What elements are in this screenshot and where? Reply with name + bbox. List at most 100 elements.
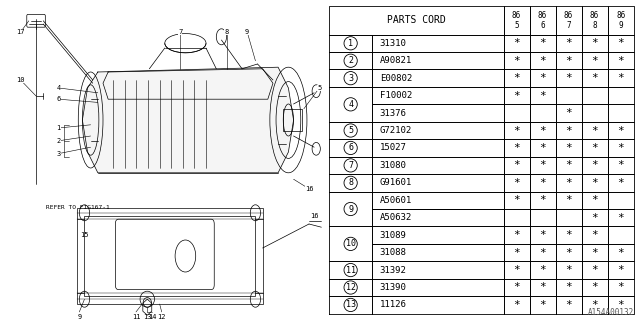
Text: 13: 13 [143, 314, 152, 320]
Text: *: * [591, 125, 598, 135]
Text: *: * [591, 213, 598, 223]
Text: A50601: A50601 [380, 196, 412, 205]
Text: *: * [591, 143, 598, 153]
Text: *: * [617, 265, 624, 275]
Text: PARTS CORD: PARTS CORD [387, 15, 446, 26]
Text: 13: 13 [346, 300, 356, 309]
Text: 12: 12 [346, 283, 356, 292]
Text: *: * [513, 283, 520, 292]
Text: *: * [617, 283, 624, 292]
Text: 86
6: 86 6 [538, 11, 547, 30]
Text: *: * [617, 143, 624, 153]
Text: *: * [617, 125, 624, 135]
Text: *: * [513, 230, 520, 240]
Text: *: * [513, 91, 520, 100]
Text: *: * [591, 178, 598, 188]
Text: 9: 9 [245, 29, 250, 35]
Text: *: * [539, 73, 546, 83]
Text: *: * [513, 300, 520, 310]
Text: *: * [617, 38, 624, 48]
Text: 31376: 31376 [380, 108, 406, 117]
Text: 3: 3 [348, 74, 353, 83]
Text: 31088: 31088 [380, 248, 406, 257]
Text: *: * [591, 56, 598, 66]
Text: *: * [565, 283, 572, 292]
Text: 31310: 31310 [380, 39, 406, 48]
Text: 15027: 15027 [380, 143, 406, 152]
Text: *: * [513, 265, 520, 275]
Text: 11: 11 [346, 266, 356, 275]
Text: *: * [539, 300, 546, 310]
Text: 14: 14 [148, 314, 157, 320]
Text: *: * [513, 178, 520, 188]
Text: *: * [539, 125, 546, 135]
Text: *: * [513, 125, 520, 135]
Text: 10: 10 [346, 239, 356, 248]
Text: 6: 6 [348, 143, 353, 152]
Text: *: * [591, 248, 598, 258]
Text: 31080: 31080 [380, 161, 406, 170]
Text: *: * [617, 160, 624, 170]
Text: 86
9: 86 9 [616, 11, 625, 30]
Text: 4: 4 [348, 100, 353, 109]
Text: 15: 15 [80, 232, 89, 238]
Text: *: * [539, 160, 546, 170]
Text: *: * [591, 230, 598, 240]
Text: *: * [617, 300, 624, 310]
Text: 1: 1 [348, 39, 353, 48]
Text: *: * [513, 56, 520, 66]
Text: 31089: 31089 [380, 231, 406, 240]
Text: 9: 9 [348, 204, 353, 213]
Text: 8: 8 [348, 178, 353, 187]
Text: *: * [617, 73, 624, 83]
Text: *: * [591, 160, 598, 170]
Bar [77, 208, 262, 304]
Text: *: * [617, 178, 624, 188]
Text: *: * [539, 248, 546, 258]
Text: 17: 17 [17, 29, 25, 35]
Text: *: * [539, 143, 546, 153]
Text: *: * [513, 38, 520, 48]
Text: *: * [565, 125, 572, 135]
Bar [84, 216, 255, 296]
Text: 31392: 31392 [380, 266, 406, 275]
Text: REFER TO FIG167-1: REFER TO FIG167-1 [46, 205, 110, 210]
Text: *: * [513, 195, 520, 205]
Text: *: * [565, 160, 572, 170]
Text: 7: 7 [348, 161, 353, 170]
Text: *: * [539, 230, 546, 240]
Text: 6: 6 [56, 96, 61, 102]
Text: 16: 16 [305, 186, 313, 192]
Text: *: * [591, 283, 598, 292]
Text: 1: 1 [56, 125, 61, 131]
Text: 11: 11 [132, 314, 140, 320]
Text: *: * [565, 108, 572, 118]
Text: *: * [617, 213, 624, 223]
Text: *: * [565, 248, 572, 258]
Text: G91601: G91601 [380, 178, 412, 187]
Text: 7: 7 [178, 29, 182, 35]
Text: 86
5: 86 5 [512, 11, 521, 30]
Text: *: * [565, 73, 572, 83]
Text: *: * [513, 160, 520, 170]
Text: *: * [565, 300, 572, 310]
Text: A50632: A50632 [380, 213, 412, 222]
Text: *: * [513, 248, 520, 258]
Text: *: * [617, 56, 624, 66]
Text: A90821: A90821 [380, 56, 412, 65]
Text: A154A00132: A154A00132 [588, 308, 634, 317]
Text: *: * [513, 143, 520, 153]
Text: 16: 16 [310, 213, 319, 219]
Text: 5: 5 [317, 85, 321, 91]
Polygon shape [83, 67, 294, 173]
Text: *: * [565, 38, 572, 48]
Text: 10: 10 [17, 77, 25, 83]
Text: E00802: E00802 [380, 74, 412, 83]
Text: *: * [565, 230, 572, 240]
Text: *: * [617, 248, 624, 258]
Text: *: * [565, 56, 572, 66]
Text: F10002: F10002 [380, 91, 412, 100]
Text: *: * [565, 195, 572, 205]
Text: *: * [591, 265, 598, 275]
Text: *: * [539, 265, 546, 275]
